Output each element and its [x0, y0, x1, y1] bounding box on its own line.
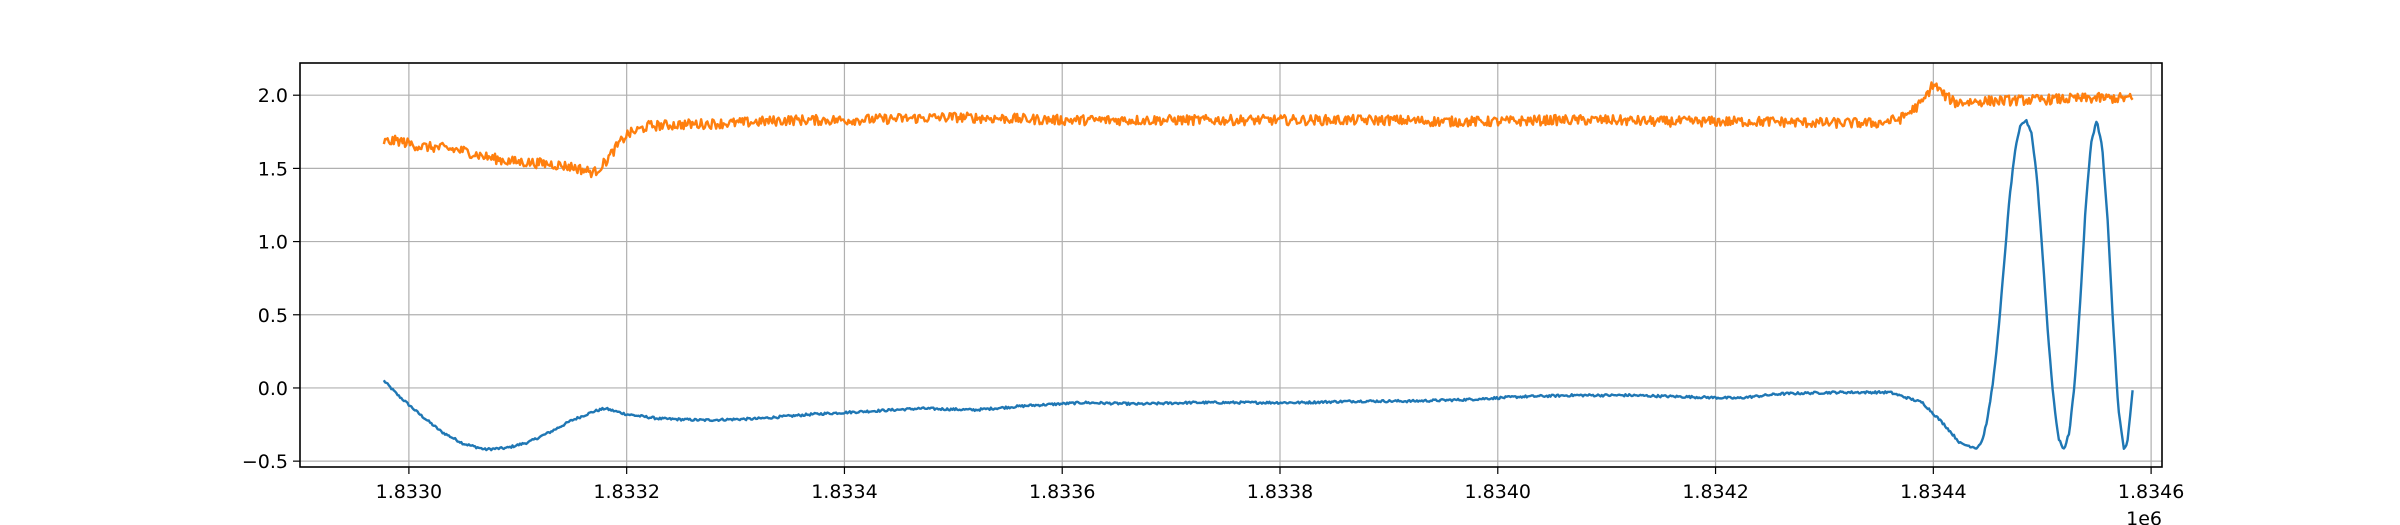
- x-axis-offset-label: 1e6: [2126, 508, 2162, 525]
- y-tick-label: 1.5: [258, 158, 288, 180]
- series-line-1: [382, 118, 2134, 452]
- y-tick-label: 0.5: [258, 305, 288, 327]
- x-tick-label: 1.8332: [593, 481, 659, 503]
- y-tick-label: 1.0: [258, 232, 288, 254]
- x-tick-label: 1.8342: [1682, 481, 1748, 503]
- plot-frame: [299, 62, 2163, 468]
- series-line-2: [382, 81, 2134, 179]
- x-tick-label: 1.8338: [1247, 481, 1313, 503]
- x-tick-label: 1.8336: [1029, 481, 1095, 503]
- x-tick-label: 1.8340: [1465, 481, 1531, 503]
- x-tick-label: 1.8330: [376, 481, 442, 503]
- y-tick-label: −0.5: [242, 451, 288, 473]
- y-tick-label: 2.0: [258, 85, 288, 107]
- x-tick-label: 1.8346: [2118, 481, 2184, 503]
- x-tick-label: 1.8344: [1900, 481, 1966, 503]
- grid: [300, 63, 2162, 467]
- x-tick-label: 1.8334: [811, 481, 877, 503]
- axis-ticks: 1.8330 1.8332 1.8334 1.8336 1.8338 1.8340 1.83…: [242, 85, 2184, 503]
- series-layer: [382, 81, 2134, 452]
- y-tick-label: 0.0: [258, 378, 288, 400]
